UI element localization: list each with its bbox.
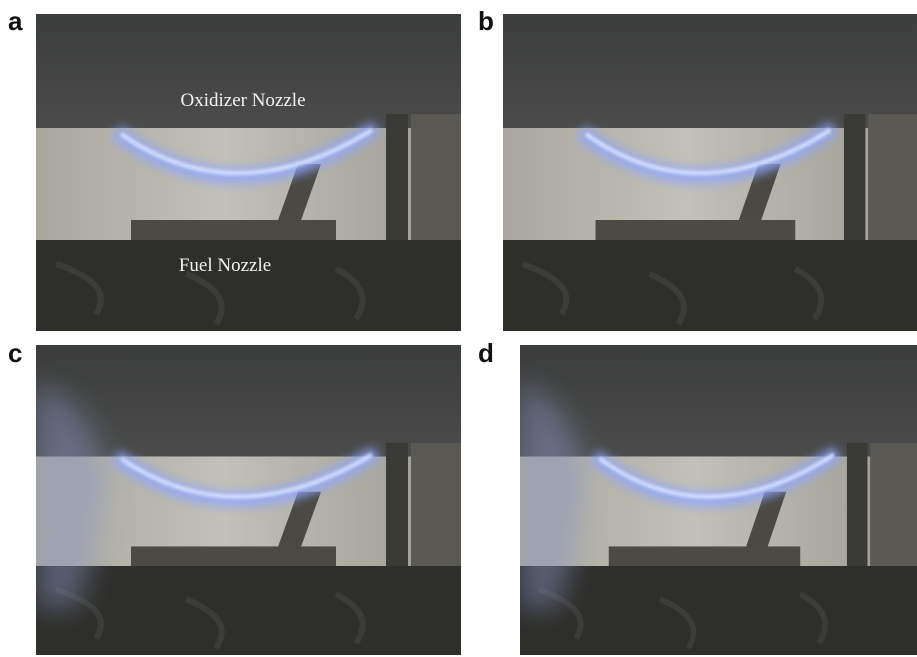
fuel-nozzle-body [503, 240, 917, 331]
upper-nozzle [36, 345, 461, 456]
figure: a Oxidizer Nozzle Fuel Nozzle b c d [0, 0, 917, 657]
annotation: Fuel Nozzle [179, 255, 271, 276]
panel-label: d [478, 338, 494, 368]
annotation: Oxidizer Nozzle [180, 90, 305, 111]
post [386, 114, 408, 240]
fuel-nozzle-body [36, 240, 461, 331]
fuel-nozzle-body [36, 566, 461, 655]
figure-canvas: a Oxidizer Nozzle Fuel Nozzle b c d [0, 0, 917, 657]
post [844, 114, 865, 240]
fuel-nozzle-top [131, 546, 336, 568]
upper-nozzle [520, 345, 917, 456]
side [411, 114, 461, 240]
fuel-nozzle-top [131, 220, 336, 242]
photo [36, 345, 461, 655]
post [847, 443, 868, 566]
panel-label: a [8, 6, 23, 36]
photo [503, 14, 917, 331]
panel-label: b [478, 6, 494, 36]
side [411, 443, 461, 566]
side [868, 114, 917, 240]
post [386, 443, 408, 566]
panel-label: c [8, 338, 22, 368]
photo [520, 345, 917, 655]
side [870, 443, 917, 566]
upper-nozzle [503, 14, 917, 128]
photo: Oxidizer Nozzle Fuel Nozzle [36, 14, 461, 331]
fuel-nozzle-top [609, 546, 800, 568]
fuel-nozzle-body [520, 566, 917, 655]
fuel-nozzle-top [596, 220, 796, 242]
